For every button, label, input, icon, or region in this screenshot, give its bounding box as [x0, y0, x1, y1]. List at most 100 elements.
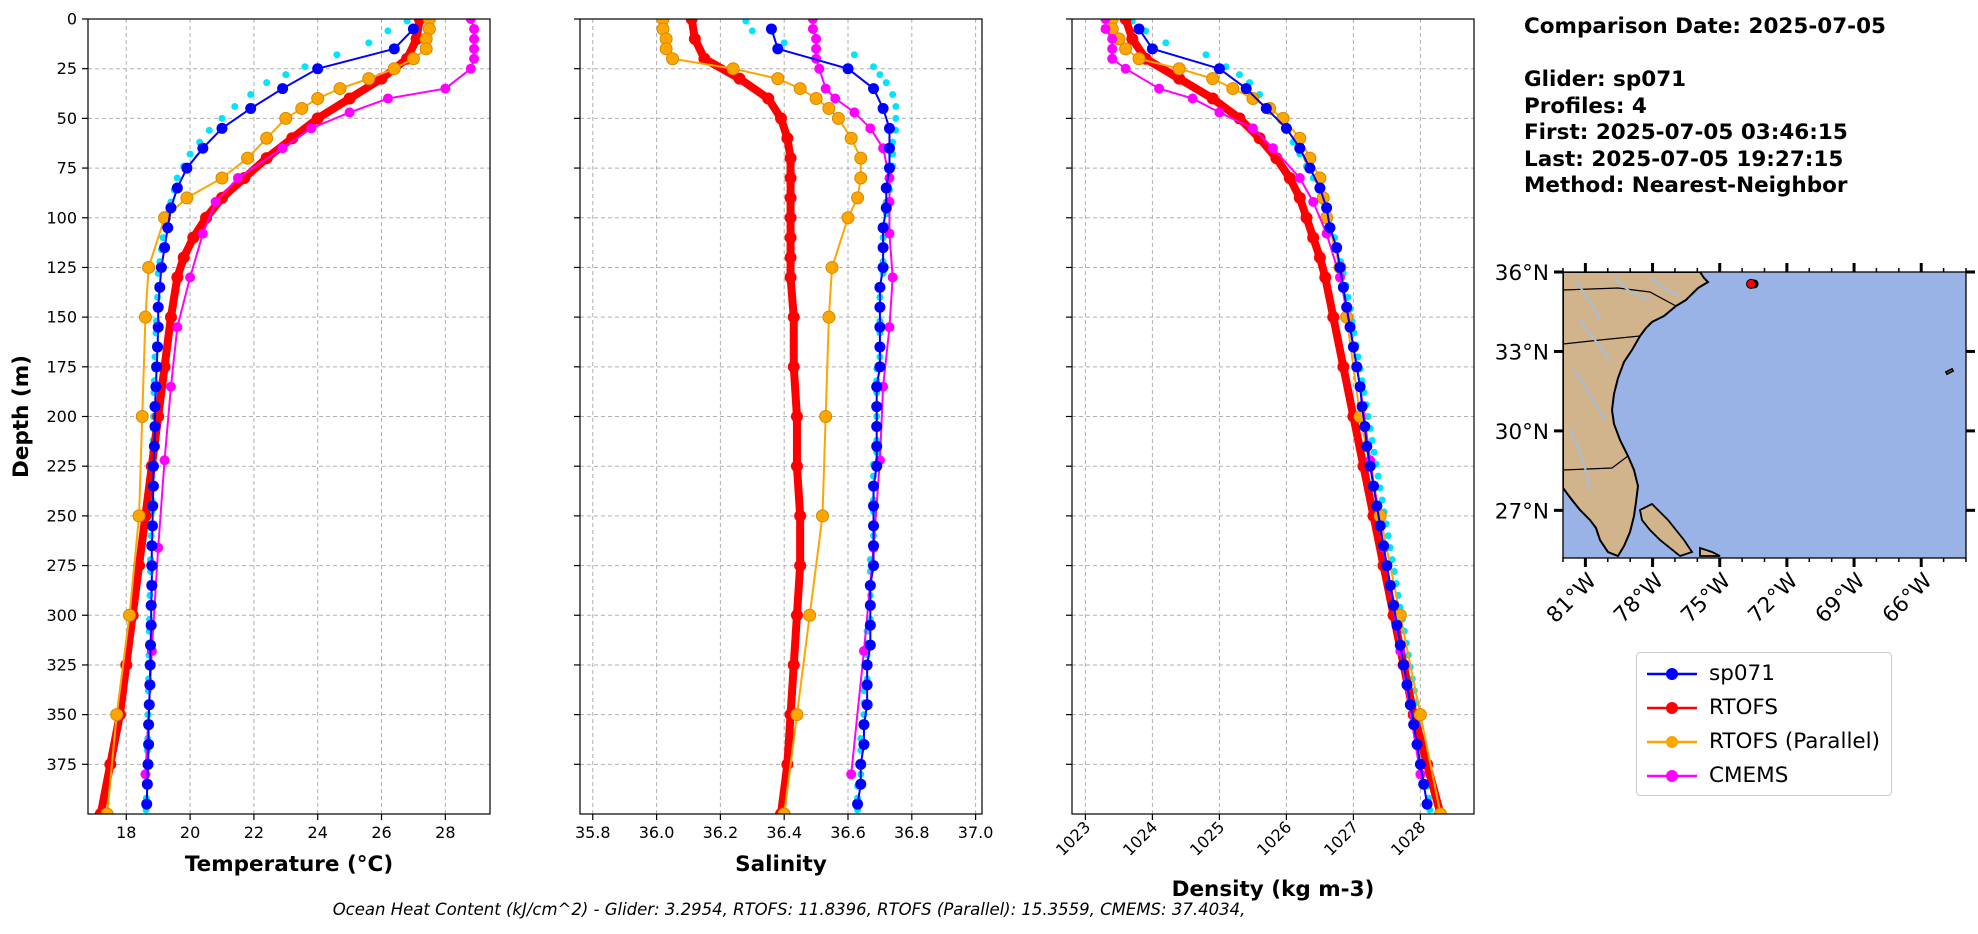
- data-point-glider: [1304, 162, 1316, 174]
- data-point-glider: [883, 162, 895, 174]
- data-point-cmems: [140, 769, 151, 780]
- glider-position-marker: [1746, 278, 1759, 289]
- data-point-glider: [147, 480, 159, 492]
- data-point-glider: [145, 599, 157, 611]
- data-point-glider-raw: [365, 39, 373, 47]
- series-layer: [1100, 19, 1447, 814]
- data-point-rtofs: [171, 271, 184, 284]
- data-point-rtofs-parallel: [793, 82, 807, 96]
- data-point-rtofs-parallel: [1434, 807, 1447, 814]
- data-point-rtofs-parallel: [180, 191, 194, 205]
- data-point-cmems: [1107, 33, 1118, 44]
- data-point-cmems: [1415, 769, 1426, 780]
- data-point-glider-raw: [882, 79, 890, 87]
- data-point-rtofs-parallel: [1119, 42, 1133, 56]
- data-point-glider: [1364, 460, 1376, 472]
- data-point-glider: [147, 460, 159, 472]
- data-point-cmems: [1308, 196, 1319, 207]
- x-tick-label: 1023: [1052, 817, 1094, 859]
- data-point-glider: [152, 321, 164, 333]
- data-point-cmems: [185, 272, 196, 283]
- data-point-glider: [855, 778, 867, 790]
- x-tick-label: 24: [308, 823, 328, 842]
- y-tick-label: 150: [46, 308, 77, 327]
- data-point-glider: [868, 520, 880, 532]
- data-point-glider: [883, 142, 895, 154]
- x-tick-label: 1026: [1253, 817, 1295, 859]
- data-point-glider: [883, 122, 895, 134]
- interpolation-method: Method: Nearest-Neighbor: [1524, 173, 1848, 198]
- data-point-glider: [877, 102, 889, 114]
- data-point-rtofs: [1283, 172, 1296, 184]
- series-layer: [94, 19, 480, 814]
- data-point-glider-raw: [876, 71, 884, 79]
- data-point-rtofs: [787, 311, 800, 324]
- data-point-rtofs: [1307, 231, 1320, 244]
- data-point-glider: [868, 560, 880, 572]
- data-point-glider: [152, 341, 164, 353]
- y-tick-label: 50: [57, 109, 77, 128]
- x-tick-label: 28: [435, 823, 455, 842]
- data-point-cmems: [469, 43, 480, 54]
- series-line-glider: [770, 27, 891, 806]
- data-point-glider: [864, 619, 876, 631]
- data-point-glider: [874, 281, 886, 293]
- data-point-rtofs: [775, 112, 787, 125]
- data-point-rtofs: [1173, 72, 1186, 85]
- data-point-rtofs: [1206, 92, 1219, 105]
- data-point-glider-raw: [218, 114, 226, 122]
- legend-item-rtofs-parallel: RTOFS (Parallel): [1637, 725, 1893, 759]
- data-point-cmems: [165, 381, 176, 392]
- data-point-rtofs-parallel: [854, 151, 868, 165]
- data-point-rtofs: [1327, 311, 1340, 324]
- data-point-glider: [1378, 540, 1390, 552]
- x-tick-label: 20: [180, 823, 200, 842]
- data-point-glider: [1388, 599, 1400, 611]
- data-point-rtofs: [787, 658, 800, 671]
- data-point-cmems: [1107, 43, 1118, 54]
- data-point-rtofs-parallel: [279, 111, 293, 125]
- y-tick-label: 300: [46, 606, 77, 625]
- data-point-rtofs: [698, 52, 711, 65]
- glider-name: Glider: sp071: [1524, 67, 1687, 92]
- legend-swatch-cmems: [1647, 770, 1697, 782]
- data-point-rtofs-parallel: [726, 62, 740, 76]
- data-point-glider: [858, 719, 870, 731]
- data-point-rtofs: [286, 132, 299, 145]
- data-point-glider: [880, 182, 892, 194]
- data-point-rtofs: [413, 19, 426, 25]
- data-point-glider: [143, 738, 155, 750]
- map-lon-label: 72°W: [1743, 569, 1803, 629]
- data-point-cmems: [172, 322, 183, 333]
- last-profile-time: Last: 2025-07-05 19:27:15: [1524, 146, 1844, 172]
- data-point-rtofs-parallel: [135, 410, 149, 423]
- data-point-glider: [143, 719, 155, 731]
- y-tick-label: 250: [46, 506, 77, 525]
- data-point-rtofs-parallel: [809, 92, 823, 105]
- data-point-glider: [1361, 440, 1373, 452]
- y-tick-label: 125: [46, 258, 77, 277]
- data-point-rtofs-parallel: [844, 131, 858, 145]
- data-point-rtofs-parallel: [333, 82, 347, 96]
- data-point-rtofs: [152, 410, 165, 423]
- data-point-rtofs: [1293, 191, 1306, 204]
- data-point-rtofs: [311, 112, 324, 125]
- data-point-cmems: [1294, 173, 1305, 183]
- data-point-cmems: [884, 173, 895, 183]
- data-point-cmems: [232, 173, 243, 183]
- data-point-cmems: [1120, 63, 1131, 74]
- y-tick-label: 100: [46, 208, 77, 227]
- data-point-glider: [861, 679, 873, 691]
- map-lon-label: 66°W: [1878, 569, 1938, 629]
- data-point-glider: [171, 182, 183, 194]
- x-tick-label: 1027: [1320, 817, 1362, 859]
- data-point-glider: [1351, 361, 1363, 373]
- data-point-glider: [877, 242, 889, 254]
- data-point-glider: [772, 43, 784, 55]
- data-point-glider: [407, 23, 419, 35]
- profile-panels: 18 20 22 24 26 28 0 25 50 75 100 125 150 175 200 225 250…: [9, 10, 1475, 902]
- x-tick-label: 35.8: [575, 823, 611, 842]
- data-point-cmems: [1268, 143, 1278, 154]
- data-point-cmems: [830, 93, 841, 104]
- data-point-rtofs: [784, 271, 797, 284]
